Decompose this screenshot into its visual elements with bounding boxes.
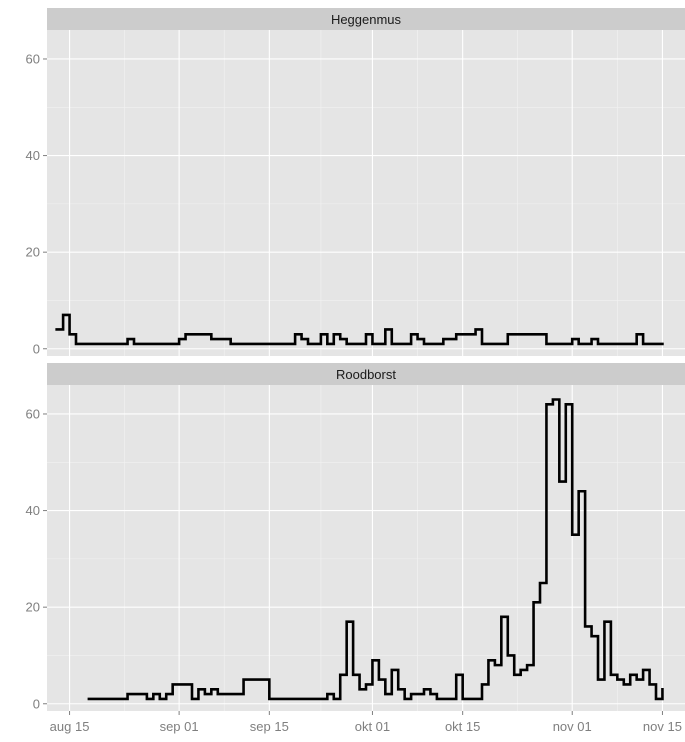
panel-roodborst: Roodborst 0 20 40 60 — [26, 363, 685, 711]
x-tick-label: nov 01 — [553, 719, 592, 734]
y-tick-label: 40 — [26, 148, 40, 163]
gridlines-heggenmus — [47, 30, 685, 356]
x-tick-label: sep 15 — [250, 719, 289, 734]
strip-label-roodborst: Roodborst — [336, 367, 396, 382]
strip-roodborst — [47, 363, 685, 385]
y-tick-label: 60 — [26, 406, 40, 421]
x-tick-label: sep 01 — [160, 719, 199, 734]
x-tick-label: okt 15 — [445, 719, 480, 734]
y-tick-label: 0 — [33, 341, 40, 356]
gridlines-roodborst — [47, 385, 685, 711]
y-tick-label: 40 — [26, 503, 40, 518]
strip-heggenmus — [47, 8, 685, 30]
y-axis-roodborst: 0 20 40 60 — [26, 406, 47, 711]
x-tick-label: okt 01 — [355, 719, 390, 734]
strip-label-heggenmus: Heggenmus — [331, 12, 402, 27]
y-axis-heggenmus: 0 20 40 60 — [26, 51, 47, 356]
y-tick-label: 20 — [26, 600, 40, 615]
y-tick-label: 0 — [33, 696, 40, 711]
x-axis: aug 15 sep 01 sep 15 okt 01 okt 15 nov 01 nov … — [50, 711, 682, 734]
panel-heggenmus: Heggenmus 0 20 40 60 — [26, 8, 685, 356]
series-line-heggenmus — [55, 313, 664, 346]
plot-area-heggenmus — [47, 30, 685, 356]
x-tick-label: aug 15 — [50, 719, 90, 734]
y-tick-label: 60 — [26, 51, 40, 66]
y-tick-label: 20 — [26, 245, 40, 260]
series-line-roodborst — [87, 398, 664, 701]
plot-area-roodborst — [47, 385, 685, 711]
x-tick-label: nov 15 — [643, 719, 682, 734]
